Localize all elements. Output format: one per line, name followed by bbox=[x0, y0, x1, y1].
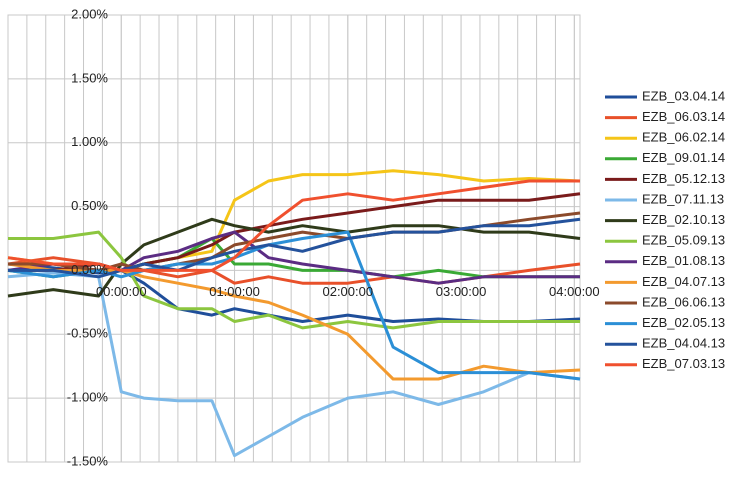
series-line bbox=[8, 230, 580, 330]
x-tick-label: 04:00:00 bbox=[549, 284, 600, 299]
legend: EZB_03.04.14 EZB_06.03.14 EZB_06.02.14 EZB_… bbox=[605, 88, 725, 371]
legend-label: EZB_05.12.13 bbox=[642, 171, 725, 186]
y-tick-label: 1.00% bbox=[71, 134, 108, 149]
series-line bbox=[7, 217, 581, 298]
legend-label: EZB_04.04.13 bbox=[642, 336, 725, 351]
series-line bbox=[7, 179, 580, 272]
y-tick-label: 0.00% bbox=[71, 262, 108, 277]
y-tick-label: 0.50% bbox=[71, 198, 108, 213]
legend-label: EZB_07.03.13 bbox=[642, 356, 725, 371]
series-line bbox=[7, 271, 581, 458]
legend-label: EZB_02.05.13 bbox=[642, 315, 725, 330]
legend-label: EZB_03.04.14 bbox=[642, 88, 725, 103]
x-tick-label: 02:00:00 bbox=[322, 284, 373, 299]
legend-label: EZB_09.01.14 bbox=[642, 150, 725, 165]
legend-label: EZB_07.11.13 bbox=[642, 191, 724, 206]
x-tick-label: 03:00:00 bbox=[436, 284, 487, 299]
y-tick-label: -1.50% bbox=[67, 453, 109, 468]
legend-label: EZB_06.06.13 bbox=[642, 294, 725, 309]
y-tick-label: -0.50% bbox=[67, 326, 109, 341]
legend-label: EZB_04.07.13 bbox=[642, 274, 725, 289]
legend-label: EZB_02.10.13 bbox=[642, 212, 725, 227]
legend-label: EZB_05.09.13 bbox=[642, 233, 725, 248]
x-tick-label: 01:00:00 bbox=[209, 284, 260, 299]
x-tick-label: 00:00:00 bbox=[96, 284, 147, 299]
series-line bbox=[7, 230, 581, 381]
legend-label: EZB_01.08.13 bbox=[642, 253, 725, 268]
y-tick-label: -1.00% bbox=[67, 390, 109, 405]
legend-label: EZB_06.03.14 bbox=[642, 109, 725, 124]
legend-label: EZB_06.02.14 bbox=[642, 130, 725, 145]
y-tick-label: 2.00% bbox=[71, 6, 108, 21]
y-tick-label: 1.50% bbox=[71, 70, 108, 85]
series-line bbox=[8, 217, 581, 279]
